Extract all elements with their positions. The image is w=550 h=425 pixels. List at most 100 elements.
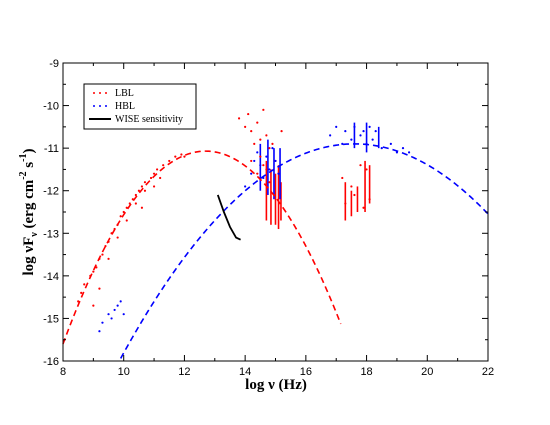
lbl-point-32 [107, 257, 110, 260]
y-axis-title-sup2: -1 [18, 153, 29, 161]
lbl-point-2 [83, 283, 86, 286]
x-tick-label-2: 12 [178, 366, 190, 378]
hbl-point-35 [407, 151, 411, 154]
legend-label-hbl: HBL [115, 101, 135, 112]
x-tick-label-1: 10 [118, 366, 130, 378]
data-points-layer [77, 108, 411, 333]
lbl-point-66 [365, 168, 368, 171]
lbl-point-54 [265, 168, 268, 171]
lbl-point-51 [256, 172, 259, 175]
lbl-point-45 [256, 121, 259, 124]
y-axis-title-close: ) [21, 148, 37, 153]
error-bars-layer [259, 122, 380, 230]
y-tick-label-4: -12 [43, 186, 59, 198]
lbl-point-25 [162, 164, 165, 167]
lbl-point-55 [268, 181, 271, 184]
lbl-point-64 [359, 164, 362, 167]
lbl-point-23 [152, 172, 156, 175]
x-tick-label-7: 22 [482, 366, 494, 378]
hbl-point-22 [344, 130, 347, 133]
lbl-point-49 [268, 147, 271, 150]
x-tick-label-5: 18 [360, 366, 372, 378]
hbl-point-2 [107, 313, 110, 316]
lbl-point-59 [280, 130, 283, 133]
y-axis-title-unit: (erg cm [21, 179, 37, 232]
lbl-point-46 [259, 138, 262, 141]
lbl-fit-curve [62, 150, 342, 345]
y-axis-title-s: s [21, 162, 37, 172]
hbl-point-25 [359, 134, 362, 137]
x-axis-title: log ν (Hz) [245, 377, 307, 393]
lbl-point-67 [368, 198, 371, 201]
lbl-point-4 [92, 270, 95, 273]
legend-box [83, 83, 197, 130]
lbl-point-30 [92, 304, 95, 307]
lbl-point-7 [101, 253, 104, 256]
hbl-point-26 [362, 130, 365, 133]
lbl-point-61 [344, 202, 347, 205]
hbl-point-19 [329, 134, 332, 137]
hbl-point-16 [271, 147, 274, 150]
lbl-point-33 [116, 236, 119, 239]
lbl-point-43 [250, 130, 253, 133]
lbl-point-47 [262, 108, 265, 111]
legend-marker-hbl [93, 105, 107, 107]
hbl-point-24 [353, 125, 356, 128]
lbl-point-65 [362, 206, 365, 209]
lbl-point-56 [271, 142, 274, 145]
y-tick-label-0: -16 [43, 356, 59, 368]
hbl-point-18 [277, 172, 280, 175]
lbl-point-20 [140, 185, 144, 188]
hbl-point-14 [265, 155, 268, 158]
wise-sensitivity-layer [216, 194, 241, 241]
hbl-point-32 [389, 142, 392, 145]
lbl-point-37 [143, 189, 147, 192]
hbl-point-28 [368, 125, 371, 128]
hbl-point-29 [371, 138, 374, 141]
lbl-point-8 [104, 244, 107, 248]
hbl-fit-curve [119, 143, 489, 359]
lbl-point-36 [140, 206, 144, 209]
hbl-point-0 [98, 330, 101, 333]
legend: LBL HBL WISE sensitivity [83, 83, 197, 130]
hbl-point-1 [101, 321, 104, 324]
lbl-point-28 [180, 153, 183, 156]
lbl-point-48 [265, 134, 268, 137]
lbl-point-21 [143, 181, 147, 184]
hbl-point-12 [259, 164, 262, 167]
hbl-point-10 [253, 159, 256, 163]
hbl-point-11 [256, 151, 259, 154]
lbl-point-38 [152, 185, 156, 188]
lbl-point-39 [159, 176, 162, 180]
lbl-point-29 [183, 155, 186, 158]
lbl-point-60 [341, 176, 344, 180]
lbl-point-22 [149, 176, 153, 180]
hbl-point-5 [122, 313, 125, 316]
legend-marker-lbl [93, 92, 107, 94]
hbl-point-34 [401, 147, 405, 150]
y-tick-label-6: -10 [43, 101, 59, 113]
lbl-point-31 [98, 287, 101, 290]
y-axis-title: log νFν (erg cm-2 s-1) [18, 148, 40, 275]
hbl-point-20 [335, 125, 338, 128]
lbl-point-1 [80, 291, 83, 294]
hbl-point-30 [374, 130, 377, 133]
hbl-point-31 [380, 147, 383, 150]
lbl-point-35 [134, 202, 137, 205]
hbl-point-8 [244, 185, 247, 188]
lbl-point-27 [174, 155, 177, 158]
hbl-point-3 [113, 308, 116, 312]
lbl-point-24 [156, 168, 159, 171]
lbl-point-50 [250, 159, 253, 163]
lbl-point-34 [125, 219, 128, 222]
lbl-point-13 [119, 215, 122, 218]
y-axis-title-sup1: -2 [18, 171, 29, 179]
axes-layer: 8 10 12 14 16 18 20 22 -16 -15 -14 -13 -12 -11 -10 -9 [43, 58, 494, 378]
y-axis-title-log: log νF [21, 237, 37, 276]
y-tick-label-2: -14 [43, 271, 59, 283]
y-axis-title-sub: ν [29, 232, 40, 238]
hbl-point-21 [341, 142, 344, 145]
y-tick-label-3: -13 [43, 228, 59, 240]
y-tick-label-5: -11 [44, 143, 59, 155]
